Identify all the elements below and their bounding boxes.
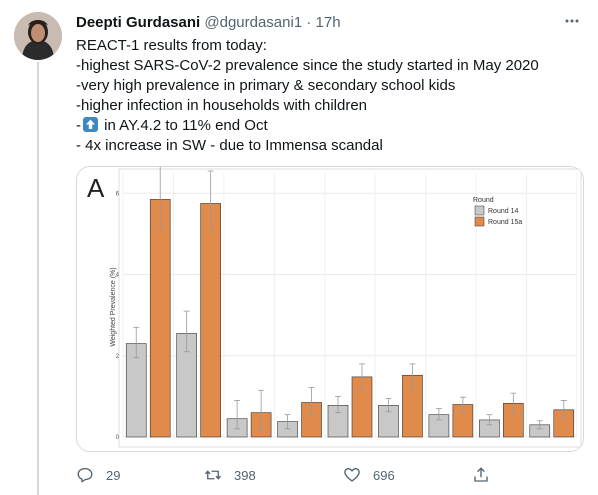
retweet-icon bbox=[204, 470, 222, 480]
avatar-image bbox=[14, 12, 62, 60]
bar-round-15a bbox=[149, 199, 171, 438]
tweet-line: REACT-1 results from today: bbox=[76, 37, 267, 54]
tweet-header: Deepti Gurdasani @dgurdasani1 · 17h bbox=[76, 13, 578, 33]
up-arrow-icon bbox=[83, 117, 98, 132]
more-options-icon[interactable] bbox=[562, 12, 582, 32]
panel-label: A bbox=[87, 173, 105, 203]
chart-legend: Round Round 14 Round 15a bbox=[473, 197, 522, 227]
tweet-line: - in AY.4.2 to 11% end Oct bbox=[76, 116, 576, 136]
tweet-line: - 4x increase in SW - due to Immensa sca… bbox=[76, 137, 383, 154]
prevalence-bar-chart: 0 2 4 6 A Weighted Prevalence (%) Round Rou… bbox=[77, 167, 583, 451]
line-prefix: - bbox=[76, 117, 81, 134]
y-tick-label: 0 bbox=[116, 435, 120, 441]
reply-icon bbox=[77, 467, 93, 483]
reply-count: 29 bbox=[106, 467, 121, 483]
legend-swatch-round-15a bbox=[474, 216, 485, 227]
tweet-image[interactable]: 0 2 4 6 A Weighted Prevalence (%) Round Rou… bbox=[76, 166, 584, 452]
y-tick-label: 2 bbox=[116, 354, 120, 360]
bar-round-15a bbox=[200, 203, 221, 438]
tweet-line: -very high prevalence in primary & secon… bbox=[76, 77, 456, 94]
thread-line bbox=[37, 62, 39, 495]
tweet-actions: 29 398 696 bbox=[76, 463, 596, 487]
retweet-count: 398 bbox=[234, 467, 256, 483]
y-tick-label: 6 bbox=[116, 191, 120, 197]
line-suffix: in AY.4.2 to 11% end Oct bbox=[100, 117, 268, 134]
share-button[interactable] bbox=[472, 463, 502, 487]
like-count: 696 bbox=[373, 467, 395, 483]
tweet-line: -higher infection in households with chi… bbox=[76, 97, 368, 114]
retweet-button[interactable]: 398 bbox=[204, 463, 256, 487]
author-handle[interactable]: @dgurdasani1 bbox=[204, 14, 303, 31]
y-tick-label: 4 bbox=[116, 273, 120, 279]
avatar[interactable] bbox=[14, 12, 62, 60]
tweet-timestamp[interactable]: 17h bbox=[315, 14, 341, 31]
author-name[interactable]: Deepti Gurdasani bbox=[76, 14, 201, 31]
tweet-text: REACT-1 results from today: -highest SAR… bbox=[76, 36, 576, 156]
like-button[interactable]: 696 bbox=[343, 463, 395, 487]
legend-label-round-15a: Round 15a bbox=[488, 219, 522, 226]
heart-icon bbox=[344, 468, 360, 482]
share-icon bbox=[474, 467, 488, 482]
reply-button[interactable]: 29 bbox=[76, 463, 120, 487]
legend-title: Round bbox=[473, 197, 494, 204]
legend-swatch-round-14 bbox=[474, 205, 485, 216]
legend-label-round-14: Round 14 bbox=[488, 208, 518, 215]
y-axis-label: Weighted Prevalence (%) bbox=[110, 267, 117, 346]
separator-dot: · bbox=[306, 14, 312, 31]
tweet-line: -highest SARS-CoV-2 prevalence since the… bbox=[76, 57, 539, 74]
